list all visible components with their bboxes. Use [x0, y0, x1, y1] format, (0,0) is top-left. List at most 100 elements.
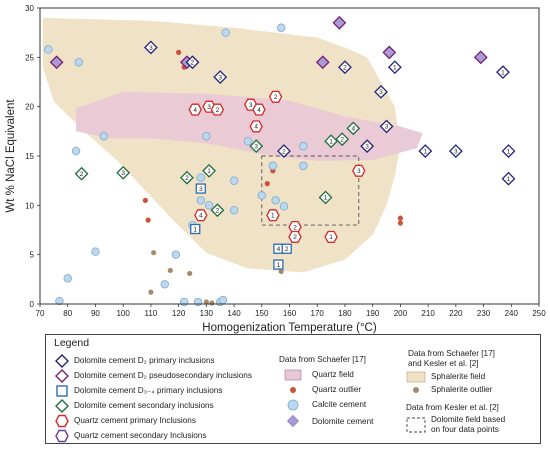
inclusion-count-label: 1: [424, 148, 428, 155]
outlier-point: [151, 250, 157, 256]
x-tick-label: 120: [172, 309, 186, 318]
calcite-point: [99, 132, 108, 141]
inclusion-point: [501, 171, 516, 186]
legend-dolomite-cement-label: Dolomite cement: [312, 417, 374, 426]
x-tick-label: 100: [116, 309, 130, 318]
inclusion-count-label: 2: [282, 148, 286, 155]
inclusion-count-label: 2: [285, 246, 289, 253]
inclusion-count-label: 4: [199, 213, 203, 220]
inclusion-count-label: 2: [274, 94, 278, 101]
x-tick-label: 240: [505, 309, 519, 318]
x-tick-label: 230: [477, 309, 491, 318]
legend-d2-primary-icon: [55, 354, 69, 368]
outlier-point: [264, 181, 270, 187]
inclusion-point: [252, 103, 266, 116]
y-tick-label: 30: [25, 4, 34, 13]
x-tick-label: 90: [91, 309, 100, 318]
calcite-point: [271, 196, 280, 205]
legend-calcite-cement-label: Calcite cement: [312, 400, 367, 409]
inclusion-count-label: 2: [185, 175, 189, 182]
inclusion-count-label: 2: [293, 224, 297, 231]
x-tick-label: 160: [283, 309, 297, 318]
inclusion-count-label: 2: [340, 137, 344, 144]
inclusion-count-label: 1: [271, 213, 275, 220]
inclusion-point: [338, 60, 352, 75]
outlier-point: [167, 267, 173, 274]
calcite-point: [196, 173, 205, 182]
inclusion-point: [352, 164, 366, 177]
calcite-point: [221, 28, 230, 37]
legend-schaefer-header: Data from Schaefer [17]: [279, 355, 366, 364]
inclusion-point: [324, 230, 338, 243]
calcite-point: [179, 297, 189, 307]
inclusion-point: [281, 243, 292, 254]
y-tick-label: 25: [25, 53, 34, 62]
inclusion-count-label: 3: [207, 104, 211, 111]
inclusion-point: [49, 55, 64, 70]
legend: Legend Dolomite cement D₂ primary inclus…: [45, 334, 541, 444]
inclusion-point: [194, 209, 208, 222]
inclusion-point: [74, 166, 89, 181]
inclusion-count-label: 4: [193, 107, 197, 114]
calcite-point: [229, 206, 239, 215]
x-tick-label: 150: [255, 309, 269, 318]
inclusion-point: [143, 40, 158, 55]
calcite-point: [160, 280, 169, 289]
inclusion-point: [418, 144, 433, 158]
inclusion-count-label: 4: [351, 126, 355, 133]
inclusion-point: [315, 55, 330, 70]
legend-item-dolomite-secondary: Dolomite cement secondary inclusions: [74, 401, 214, 410]
inclusion-count-label: 3: [379, 89, 383, 96]
inclusion-count-label: 1: [324, 195, 328, 202]
inclusion-count-label: 3: [454, 148, 458, 155]
x-tick-label: 80: [63, 309, 72, 318]
outlier-point: [203, 299, 209, 305]
y-tick-label: 0: [30, 300, 35, 309]
legend-item-d34-primary: Dolomite cement D₃₋₄ primary inclusions: [74, 386, 223, 395]
calcite-point: [243, 136, 253, 146]
inclusion-point: [249, 139, 264, 154]
calcite-point: [268, 161, 278, 171]
inclusion-count-label: 1: [277, 262, 281, 269]
inclusion-point: [190, 223, 201, 235]
calcite-point: [55, 296, 64, 306]
y-tick-label: 10: [25, 201, 34, 210]
inclusion-point: [266, 209, 280, 222]
inclusion-point: [185, 55, 200, 70]
x-tick-label: 180: [338, 309, 352, 318]
inclusion-count-label: 4: [277, 246, 281, 253]
inclusion-point: [273, 259, 284, 270]
calcite-point: [229, 176, 239, 185]
inclusion-count-label: 3: [254, 143, 258, 150]
inclusion-count-label: 3: [121, 170, 125, 177]
calcite-point: [299, 161, 308, 171]
inclusion-point: [382, 45, 397, 60]
legend-d34-primary-icon: [56, 385, 68, 397]
inclusion-count-label: 4: [254, 124, 258, 131]
inclusion-point: [213, 70, 228, 84]
calcite-point: [299, 141, 308, 151]
calcite-point: [91, 247, 100, 256]
inclusion-count-label: 1: [501, 69, 505, 76]
outlier-point: [148, 289, 154, 295]
x-tick-label: 170: [311, 309, 325, 318]
legend-quartz-outlier-icon: [290, 387, 296, 393]
legend-dolomite-secondary-icon: [55, 399, 69, 413]
outlier-point: [142, 197, 148, 203]
calcite-point: [276, 23, 286, 32]
x-tick-label: 140: [227, 309, 241, 318]
inclusion-count-label: 2: [216, 107, 220, 114]
inclusion-point: [379, 119, 394, 134]
y-axis-title: Wt % NaCl Equivalent: [5, 99, 17, 213]
inclusion-count-label: 2: [293, 234, 297, 241]
inclusion-point: [268, 90, 283, 103]
legend-item-d2-pseudo: Dolomite cement D₂ pseudosecondary inclu…: [74, 371, 252, 380]
fields-layer: [42, 17, 423, 273]
legend-quartz-field-icon: [284, 369, 302, 381]
calcite-point: [204, 201, 214, 210]
legend-schaefer-kesler-header-1: Data from Schaefer [17]: [408, 349, 495, 358]
legend-calcite-cement-icon: [287, 399, 299, 411]
inclusion-point: [473, 50, 488, 65]
legend-dolomite-field-box-icon: [406, 417, 426, 433]
